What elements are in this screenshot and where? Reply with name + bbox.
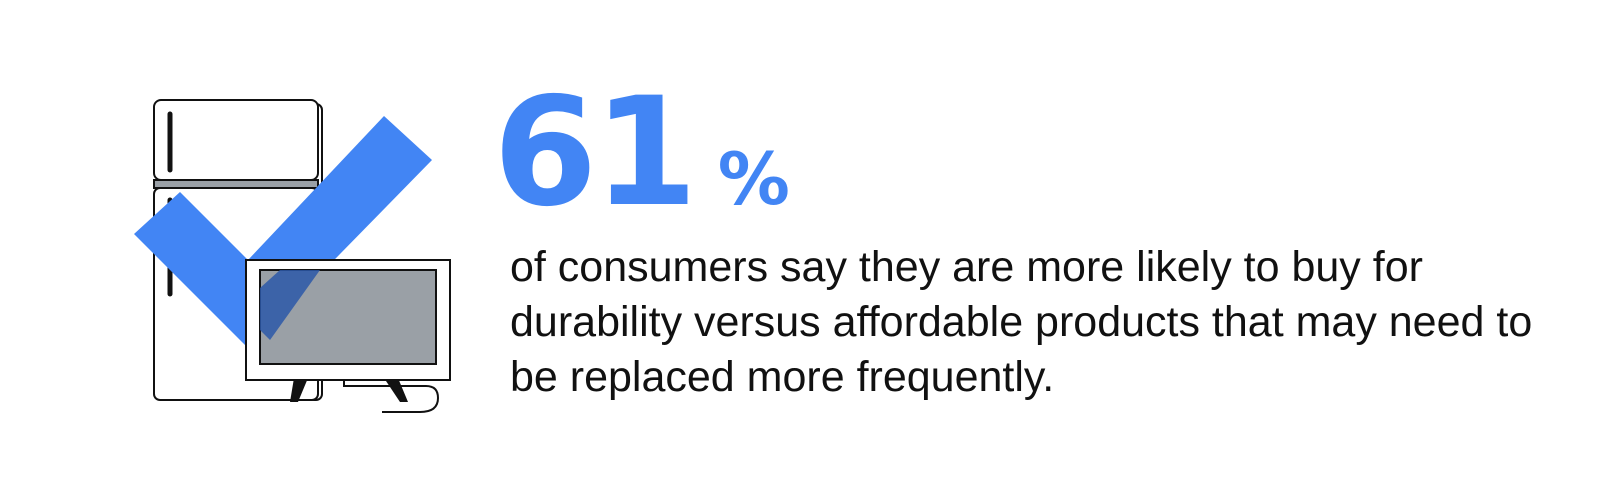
appliances-illustration [134,99,451,413]
checkmark-icon [134,116,432,348]
stat-description: of consumers say they are more likely to… [510,243,1533,401]
statistic: 61 % [493,78,790,228]
stat-percent-sign: % [717,137,790,221]
stat-value: 61 [493,66,698,240]
monitor-icon [245,259,451,413]
